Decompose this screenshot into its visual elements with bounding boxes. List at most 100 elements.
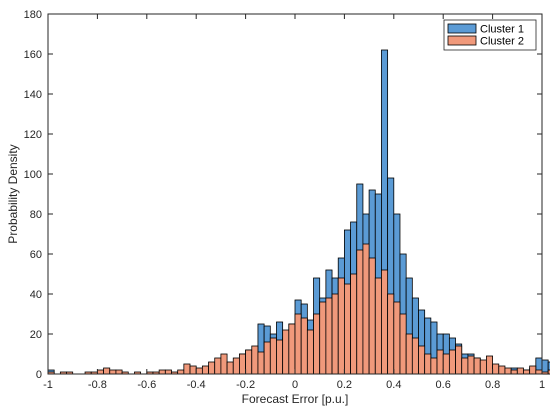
legend-swatch-series-1: [447, 23, 477, 34]
bar-series-2-bin-21: [177, 369, 185, 375]
bar-series-2-bin-74: [504, 367, 512, 375]
bar-series-2-bin-73: [498, 365, 506, 375]
bar-series-2-bin-61: [424, 353, 432, 375]
bar-series-2-bin-69: [473, 357, 481, 375]
bar-series-2-bin-37: [276, 339, 284, 375]
bar-series-2-bin-27: [214, 357, 222, 375]
bar-series-2-bin-35: [263, 341, 271, 375]
bar-series-2-bin-11: [115, 369, 123, 375]
bar-series-2-bin-55: [387, 293, 395, 375]
bar-series-2-bin-49: [350, 273, 358, 375]
legend-label-series-2: Cluster 2: [480, 36, 524, 48]
bar-series-2-bin-30: [232, 357, 240, 375]
bar-series-2-bin-31: [239, 353, 247, 375]
y-tick-label: 160: [24, 49, 42, 61]
series-2-bars: [47, 243, 550, 375]
bar-series-2-bin-32: [245, 349, 253, 375]
x-tick-label: 0.6: [436, 379, 451, 391]
bar-series-2-bin-75: [510, 369, 518, 375]
bar-series-2-bin-76: [516, 367, 524, 375]
bar-series-2-bin-48: [343, 283, 351, 375]
bar-series-2-bin-33: [251, 345, 259, 375]
bar-series-2-bin-72: [492, 363, 500, 375]
bar-series-2-bin-58: [405, 333, 413, 375]
bar-series-2-bin-46: [331, 293, 339, 375]
bar-series-2-bin-53: [374, 277, 382, 375]
y-tick-label: 120: [24, 129, 42, 141]
bar-series-2-bin-44: [319, 301, 327, 375]
bar-series-2-bin-52: [368, 257, 376, 375]
bar-series-2-bin-60: [418, 345, 426, 375]
x-tick-label: -0.2: [236, 379, 255, 391]
bar-series-2-bin-42: [306, 329, 314, 375]
bar-series-2-bin-8: [97, 369, 104, 375]
legend-swatch-series-2: [447, 35, 477, 46]
bar-series-2-bin-45: [325, 297, 333, 375]
x-tick-label: -0.8: [88, 379, 107, 391]
bar-series-2-bin-39: [288, 323, 296, 375]
bar-series-2-bin-64: [442, 353, 450, 375]
bar-series-2-bin-62: [430, 357, 438, 375]
bar-series-2-bin-57: [399, 313, 407, 375]
bar-series-1-bin-81: [547, 361, 550, 375]
bar-series-2-bin-51: [362, 243, 370, 375]
x-tick-label: -0.6: [137, 379, 156, 391]
histogram-bars: [47, 49, 550, 375]
bar-series-2-bin-80: [541, 371, 549, 375]
bar-series-2-bin-40: [294, 313, 302, 375]
bar-series-2-bin-23: [189, 365, 197, 375]
bar-series-2-bin-26: [208, 361, 216, 375]
bar-series-2-bin-71: [486, 355, 493, 375]
bar-series-2-bin-78: [529, 365, 537, 375]
x-tick-label: 1: [539, 379, 545, 391]
bar-series-2-bin-18: [158, 369, 166, 375]
bar-series-2-bin-63: [436, 349, 444, 375]
y-tick-label: 140: [24, 89, 42, 101]
bar-series-2-bin-19: [164, 369, 172, 375]
bar-series-2-bin-10: [109, 369, 117, 375]
bar-series-2-bin-56: [393, 301, 401, 375]
x-tick-label: 0.8: [485, 379, 500, 391]
y-tick-label: 80: [30, 209, 42, 221]
bar-series-2-bin-43: [313, 313, 321, 375]
y-tick-label: 100: [24, 169, 42, 181]
y-tick-label: 0: [36, 369, 42, 381]
x-axis-label: Forecast Error [p.u.]: [242, 392, 349, 406]
bar-series-2-bin-36: [269, 337, 277, 375]
legend-label-series-1: Cluster 1: [480, 24, 524, 36]
bar-series-2-bin-9: [103, 367, 111, 375]
bar-series-2-bin-41: [300, 317, 308, 375]
bar-series-2-bin-50: [356, 249, 364, 375]
y-tick-label: 180: [24, 9, 42, 21]
bar-series-2-bin-70: [479, 359, 487, 375]
y-axis-label: Probability Density: [6, 144, 20, 243]
bar-series-2-bin-65: [448, 349, 456, 375]
bar-series-2-bin-24: [195, 367, 203, 375]
bar-series-2-bin-25: [201, 365, 209, 375]
bar-series-2-bin-34: [257, 351, 265, 375]
bar-series-2-bin-66: [455, 345, 463, 375]
bar-series-2-bin-59: [411, 337, 419, 375]
x-tick-label: 0.4: [386, 379, 401, 391]
bar-series-2-bin-28: [220, 353, 228, 375]
x-tick-label: -0.4: [187, 379, 206, 391]
bar-series-2-bin-81: [547, 369, 550, 375]
bar-series-2-bin-79: [535, 369, 543, 375]
x-tick-label: 0.2: [337, 379, 352, 391]
y-tick-label: 40: [30, 289, 42, 301]
y-tick-label: 60: [30, 249, 42, 261]
bar-series-2-bin-54: [381, 269, 389, 375]
bar-series-2-bin-77: [523, 369, 531, 375]
bar-series-2-bin-68: [467, 355, 475, 375]
bar-series-2-bin-47: [337, 277, 345, 375]
bar-series-2-bin-29: [226, 361, 234, 375]
x-tick-label: -1: [43, 379, 53, 391]
bar-series-2-bin-67: [461, 357, 469, 375]
bar-series-2-bin-38: [282, 329, 290, 375]
bar-series-2-bin-22: [183, 363, 191, 375]
axis-ticks: -1 -0.8 -0.6 -0.4 -0.2 0 0.2 0.4 0.6 0.8 1 0 20 40 60 8…: [24, 9, 545, 391]
y-tick-label: 20: [30, 329, 42, 341]
x-tick-label: 0: [292, 379, 298, 391]
